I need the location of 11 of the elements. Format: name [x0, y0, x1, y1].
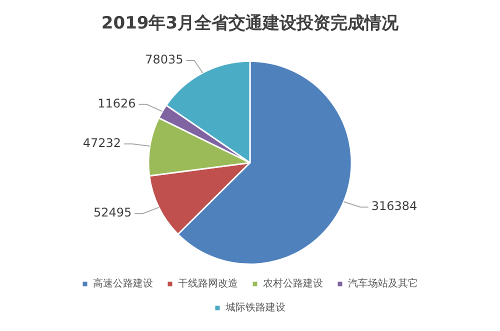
- legend-label: 高速公路建设: [93, 278, 153, 290]
- data-label: 52495: [93, 206, 132, 220]
- legend-label: 干线路网改造: [178, 278, 238, 290]
- legend-label: 农村公路建设: [263, 278, 323, 290]
- legend-label: 汽车场站及其它: [348, 278, 418, 290]
- data-label: 78035: [145, 52, 184, 67]
- data-label: 316384: [371, 199, 418, 214]
- data-label: 47232: [82, 136, 122, 150]
- data-label: 11626: [98, 96, 136, 110]
- legend-label: 城际铁路建设: [224, 302, 286, 314]
- chart-title: 2019年3月全省交通建设投资完成情况: [101, 14, 400, 34]
